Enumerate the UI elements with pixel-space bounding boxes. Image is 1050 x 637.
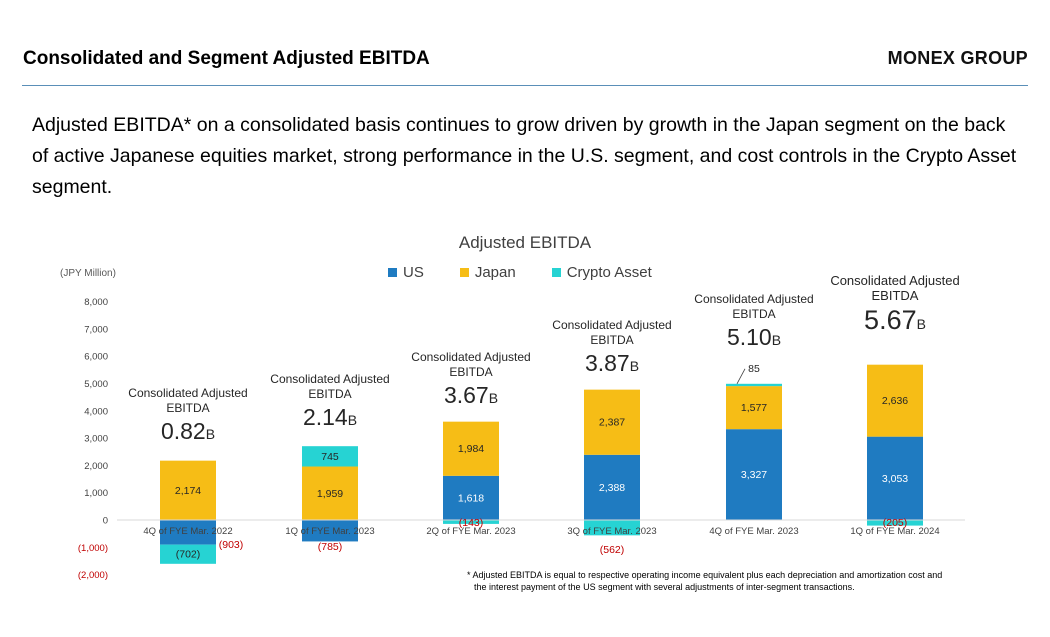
x-tick-label: 1Q of FYE Mar. 2023 <box>285 526 374 537</box>
consolidated-total-label: Consolidated Adjusted EBITDA 5.67B <box>825 273 965 336</box>
y-tick-label: 2,000 <box>84 461 108 472</box>
consolidated-total-unit: B <box>205 426 216 442</box>
bar-segment-us <box>726 429 782 520</box>
y-tick-label: (1,000) <box>78 543 108 554</box>
consolidated-total-label: Consolidated Adjusted EBITDA 3.87B <box>542 318 682 377</box>
data-label-us: (903) <box>219 539 244 551</box>
x-tick-label: 3Q of FYE Mar. 2023 <box>567 526 656 537</box>
consolidated-total-value: 5.10B <box>726 324 782 350</box>
y-tick-label: 7,000 <box>84 324 108 335</box>
data-label-us: 2,388 <box>599 482 625 494</box>
consolidated-total-caption: Consolidated Adjusted EBITDA <box>411 350 531 379</box>
consolidated-total-unit: B <box>488 390 499 406</box>
y-tick-label: 3,000 <box>84 434 108 445</box>
bar-segment-crypto-asset <box>584 520 640 536</box>
y-tick-label: 8,000 <box>84 297 108 308</box>
legend-swatch-crypto <box>551 268 561 277</box>
legend-item-crypto: Crypto Asset <box>551 264 652 281</box>
consolidated-total-caption: Consolidated Adjusted EBITDA <box>128 386 248 415</box>
consolidated-total-label: Consolidated Adjusted EBITDA 0.82B <box>118 386 258 445</box>
consolidated-total-label: Consolidated Adjusted EBITDA 5.10B <box>684 292 824 351</box>
bar-segment-us <box>867 436 923 520</box>
bar-segment-us <box>302 520 358 542</box>
page-title: Consolidated and Segment Adjusted EBITDA <box>23 48 430 69</box>
bar-segment-japan <box>160 460 216 520</box>
bar-segment-japan <box>584 389 640 455</box>
bar-segment-japan <box>443 421 499 476</box>
y-tick-label: 6,000 <box>84 352 108 363</box>
bar-segment-crypto-asset <box>867 520 923 526</box>
y-tick-label: 5,000 <box>84 379 108 390</box>
legend-label-japan: Japan <box>474 264 516 281</box>
data-label-japan: 1,577 <box>741 402 767 414</box>
leader-line <box>736 368 746 384</box>
y-tick-label: 1,000 <box>84 488 108 499</box>
consolidated-total-caption: Consolidated Adjusted EBITDA <box>270 372 390 401</box>
consolidated-total-value: 3.67B <box>443 382 499 408</box>
bar-segment-crypto-asset <box>726 383 782 387</box>
x-tick-label: 2Q of FYE Mar. 2023 <box>426 526 515 537</box>
consolidated-total-label: Consolidated Adjusted EBITDA 2.14B <box>260 372 400 431</box>
x-tick-label: 4Q of FYE Mar. 2023 <box>709 526 798 537</box>
bar-segment-crypto-asset <box>160 544 216 564</box>
consolidated-total-unit: B <box>347 412 358 428</box>
consolidated-total-caption: Consolidated Adjusted EBITDA <box>830 273 960 303</box>
footnote-line-1: * Adjusted EBITDA is equal to respective… <box>467 570 943 580</box>
bar-segment-japan <box>867 364 923 437</box>
data-label-crypto-asset: (205) <box>883 517 908 529</box>
data-label-japan: 1,984 <box>458 443 484 455</box>
bar-segment-crypto-asset <box>443 520 499 524</box>
consolidated-total-value: 5.67B <box>864 305 926 335</box>
data-label-crypto-asset: (702) <box>176 549 201 561</box>
consolidated-total-caption: Consolidated Adjusted EBITDA <box>552 318 672 347</box>
legend-swatch-us <box>388 268 397 277</box>
bar-segment-us <box>443 475 499 520</box>
legend-label-us: US <box>403 264 424 281</box>
bar-segment-crypto-asset <box>302 446 358 467</box>
y-axis-unit-label: (JPY Million) <box>60 268 116 279</box>
footnote: * Adjusted EBITDA is equal to respective… <box>467 570 1027 593</box>
bar-segment-japan <box>726 386 782 430</box>
header-divider <box>22 85 1028 86</box>
data-label-crypto-asset: (143) <box>459 517 484 529</box>
footnote-line-2: the interest payment of the US segment w… <box>474 581 855 592</box>
data-label-japan: 1,959 <box>317 488 343 500</box>
x-tick-label: 1Q of FYE Mar. 2024 <box>850 526 939 537</box>
legend-item-us: US <box>388 264 424 281</box>
consolidated-total-unit: B <box>916 316 926 332</box>
legend-swatch-japan <box>459 268 469 277</box>
data-label-japan: 2,387 <box>599 417 625 429</box>
data-label-us: 3,327 <box>741 469 767 481</box>
x-tick-label: 4Q of FYE Mar. 2022 <box>143 526 232 537</box>
data-label-us: 1,618 <box>458 492 484 504</box>
bar-segment-us <box>160 520 216 545</box>
chart-legend: US Japan Crypto Asset <box>388 264 652 281</box>
legend-label-crypto: Crypto Asset <box>566 264 652 281</box>
consolidated-total-value: 0.82B <box>160 418 216 444</box>
data-label-us: 3,053 <box>882 473 908 485</box>
legend-item-japan: Japan <box>459 264 516 281</box>
data-label-crypto-asset: 745 <box>321 451 339 463</box>
consolidated-total-unit: B <box>629 358 640 374</box>
bar-segment-us <box>584 454 640 520</box>
consolidated-total-value: 2.14B <box>302 404 358 430</box>
y-tick-label: 4,000 <box>84 406 108 417</box>
data-label-crypto-asset: (562) <box>600 544 625 556</box>
data-label-japan: 2,636 <box>882 395 908 407</box>
consolidated-total-value: 3.87B <box>584 350 640 376</box>
data-label-japan: 2,174 <box>175 485 201 497</box>
consolidated-total-unit: B <box>771 332 782 348</box>
chart-title: Adjusted EBITDA <box>458 233 592 252</box>
lead-paragraph: Adjusted EBITDA* on a consolidated basis… <box>32 114 1017 198</box>
y-tick-label: 0 <box>103 516 108 527</box>
data-label-crypto-asset: 85 <box>748 363 760 375</box>
data-label-us: (785) <box>318 541 343 553</box>
y-tick-label: (2,000) <box>78 570 108 581</box>
bar-segment-japan <box>302 466 358 520</box>
brand-logo-text: MONEX GROUP <box>887 48 1028 68</box>
consolidated-total-label: Consolidated Adjusted EBITDA 3.67B <box>401 350 541 409</box>
consolidated-total-caption: Consolidated Adjusted EBITDA <box>694 292 814 321</box>
